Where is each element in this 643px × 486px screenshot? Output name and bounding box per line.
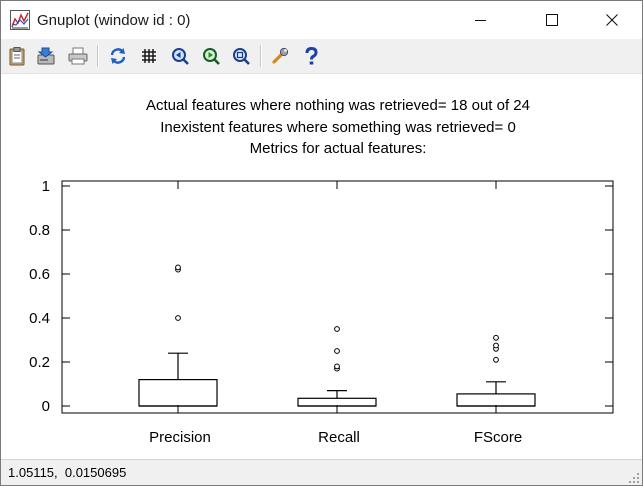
replot-button[interactable]	[107, 45, 129, 67]
gnuplot-icon	[10, 10, 30, 30]
status-bar: 1.05115, 0.0150695	[1, 459, 642, 485]
box-precision	[138, 264, 218, 407]
plot-title-line-2: Inexistent features where something was …	[160, 119, 516, 136]
title-bar[interactable]: Gnuplot (window id : 0)	[1, 1, 642, 39]
maximize-button[interactable]	[529, 1, 575, 39]
outlier-point	[175, 264, 181, 271]
grid-icon	[142, 49, 156, 63]
box-iqr	[297, 397, 377, 407]
autoscale-button[interactable]	[230, 45, 252, 67]
y-tick-label: 0	[42, 398, 50, 415]
resize-grip-icon[interactable]	[628, 472, 640, 484]
minimize-button[interactable]	[458, 1, 504, 39]
close-button[interactable]	[589, 1, 635, 39]
box-iqr	[138, 379, 218, 407]
box-series	[138, 264, 536, 407]
zoom-autoscale-icon	[233, 48, 250, 65]
save-button[interactable]	[36, 45, 58, 67]
y-tick-label: 1	[42, 178, 50, 195]
box-fscore	[456, 334, 536, 407]
clipboard-icon	[9, 47, 25, 66]
outlier-point	[334, 348, 340, 354]
boxplot-chart[interactable]: Actual features where nothing was retrie…	[1, 74, 642, 458]
plot-title-line-3: Metrics for actual features:	[250, 140, 427, 157]
outlier-point	[493, 356, 499, 363]
zoom-previous-button[interactable]	[169, 45, 191, 67]
save-icon	[37, 47, 55, 65]
box-iqr	[456, 393, 536, 407]
plot-area[interactable]: Actual features where nothing was retrie…	[1, 74, 642, 458]
y-tick-label: 0.4	[29, 310, 50, 327]
outlier-point	[334, 363, 340, 370]
toggle-grid-button[interactable]	[138, 45, 160, 67]
y-tick-label: 0.8	[29, 222, 50, 239]
maximize-icon	[546, 14, 558, 26]
x-tick-label-fscore: FScore	[474, 429, 522, 446]
help-button[interactable]	[300, 45, 322, 67]
outlier-point	[493, 342, 499, 349]
window-title: Gnuplot (window id : 0)	[37, 12, 191, 29]
plot-title-line-1: Actual features where nothing was retrie…	[146, 97, 530, 114]
close-icon	[606, 14, 618, 26]
mouse-coordinates: 1.05115, 0.0150695	[8, 465, 127, 480]
copy-clipboard-button[interactable]	[6, 45, 28, 67]
toolbar-separator	[97, 45, 99, 67]
toolbar-separator	[260, 45, 262, 67]
printer-icon	[68, 47, 88, 65]
wrench-icon	[272, 47, 289, 64]
help-icon	[305, 46, 318, 65]
x-tick-label-precision: Precision	[149, 429, 211, 446]
zoom-previous-icon	[172, 48, 189, 65]
toolbar	[1, 39, 642, 74]
print-button[interactable]	[67, 45, 89, 67]
y-tick-label: 0.6	[29, 266, 50, 283]
zoom-next-button[interactable]	[200, 45, 222, 67]
plot-border	[61, 180, 614, 414]
y-axis: 0 0.2 0.4 0.6 0.8 1	[29, 178, 613, 415]
outlier-point	[334, 326, 340, 332]
zoom-next-icon	[203, 48, 220, 65]
outlier-point	[175, 315, 181, 321]
y-tick-label: 0.2	[29, 354, 50, 371]
x-axis-labels: Precision Recall FScore	[149, 181, 522, 446]
options-button[interactable]	[269, 45, 291, 67]
outlier-point	[493, 334, 499, 341]
box-recall	[297, 326, 377, 407]
refresh-icon	[110, 48, 126, 64]
x-tick-label-recall: Recall	[318, 429, 360, 446]
minimize-icon	[475, 20, 486, 21]
